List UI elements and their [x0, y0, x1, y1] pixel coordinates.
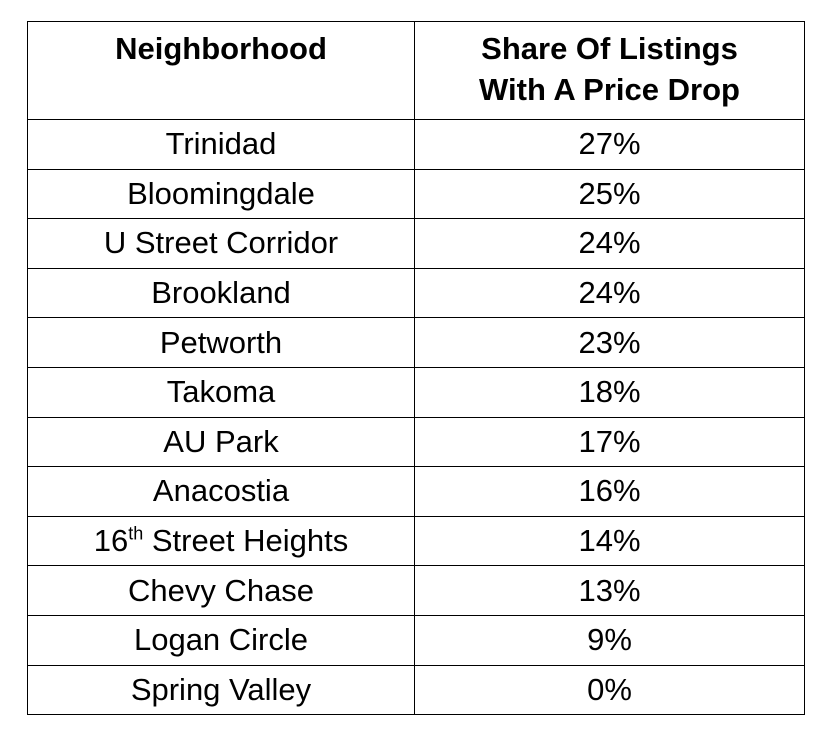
ordinal-suffix: th — [128, 523, 144, 544]
header-share-line-1: Share Of Listings — [481, 31, 738, 66]
neighborhood-number: 16 — [93, 523, 129, 559]
table-row: Bloomingdale 25% — [27, 168, 805, 220]
neighborhood-cell: Brookland — [27, 267, 415, 319]
table-row: Takoma 18% — [27, 366, 805, 418]
table-row: Spring Valley 0% — [27, 664, 805, 716]
share-cell: 17% — [414, 416, 805, 468]
table-row: Anacostia 16% — [27, 466, 805, 517]
table-row: AU Park 17% — [27, 416, 805, 468]
table-row: Chevy Chase 13% — [27, 565, 805, 616]
neighborhood-cell: Trinidad — [27, 119, 415, 170]
neighborhood-cell: Petworth — [27, 317, 415, 368]
header-share: Share Of Listings With A Price Drop — [414, 21, 805, 120]
share-cell: 25% — [414, 168, 805, 220]
share-cell: 18% — [414, 366, 805, 418]
header-share-line-2: With A Price Drop — [479, 72, 740, 107]
share-cell: 24% — [414, 218, 805, 269]
neighborhood-cell: 16th Street Heights — [27, 515, 415, 567]
share-cell: 14% — [414, 515, 805, 567]
price-drop-table: Neighborhood Share Of Listings With A Pr… — [27, 21, 805, 716]
header-neighborhood: Neighborhood — [27, 21, 415, 120]
table-row: 16th Street Heights 14% — [27, 515, 805, 567]
share-cell: 9% — [414, 614, 805, 666]
neighborhood-cell: Anacostia — [27, 466, 415, 517]
share-cell: 23% — [414, 317, 805, 368]
neighborhood-cell: Chevy Chase — [27, 565, 415, 616]
table-row: Petworth 23% — [27, 317, 805, 368]
neighborhood-cell: U Street Corridor — [27, 218, 415, 269]
neighborhood-cell: Logan Circle — [27, 614, 415, 666]
share-cell: 0% — [414, 664, 805, 716]
header-neighborhood-label: Neighborhood — [115, 31, 327, 66]
neighborhood-name-rest: Street Heights — [143, 523, 349, 559]
share-cell: 13% — [414, 565, 805, 616]
neighborhood-cell: Spring Valley — [27, 664, 415, 716]
neighborhood-cell: AU Park — [27, 416, 415, 468]
table-header-row: Neighborhood Share Of Listings With A Pr… — [27, 21, 805, 120]
table-row: Brookland 24% — [27, 267, 805, 319]
neighborhood-cell: Takoma — [27, 366, 415, 418]
neighborhood-cell: Bloomingdale — [27, 168, 415, 220]
table-row: Logan Circle 9% — [27, 614, 805, 666]
share-cell: 16% — [414, 466, 805, 517]
share-cell: 24% — [414, 267, 805, 319]
table-row: U Street Corridor 24% — [27, 218, 805, 269]
table-row: Trinidad 27% — [27, 119, 805, 170]
share-cell: 27% — [414, 119, 805, 170]
